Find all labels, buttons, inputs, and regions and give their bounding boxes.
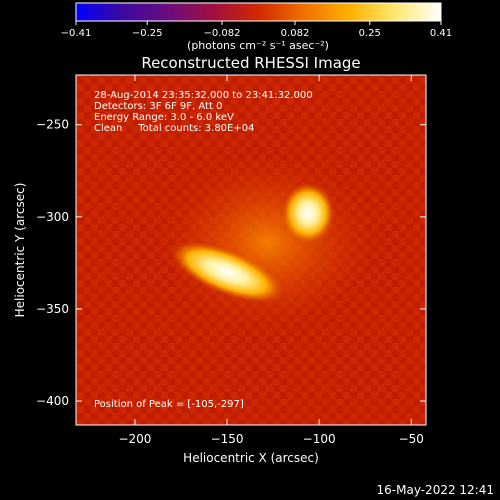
y-tick-label: −250 — [36, 118, 69, 132]
annotation-time-range: 28-Aug-2014 23:35:32.000 to 23:41:32.000 — [94, 90, 313, 101]
colorbar — [75, 2, 442, 22]
colorbar-tick-label: −0.41 — [61, 28, 92, 39]
chart-title: Reconstructed RHESSI Image — [141, 54, 360, 72]
x-tick-label: −100 — [303, 432, 336, 446]
annotation-clean-counts: Clean Total counts: 3.80E+04 — [94, 123, 254, 134]
plot-frame — [75, 74, 427, 426]
colorbar-ticks: −0.41 −0.25 −0.082 0.082 0.25 0.41 — [61, 21, 452, 39]
annotation-detectors: Detectors: 3F 6F 9F, Att 0 — [94, 101, 222, 112]
y-tick-label: −400 — [36, 394, 69, 408]
annotation-peak-position: Position of Peak = [-105,-297] — [94, 399, 244, 410]
annotation-energy-range: Energy Range: 3.0 - 6.0 keV — [94, 112, 234, 123]
x-tick-label: −200 — [118, 432, 151, 446]
x-tick-label: −50 — [399, 432, 424, 446]
colorbar-tick-label: 0.082 — [281, 28, 310, 39]
y-axis-label: Heliocentric Y (arcsec) — [13, 183, 27, 318]
colorbar-tick-label: 0.25 — [359, 28, 381, 39]
x-axis-label: Heliocentric X (arcsec) — [183, 451, 319, 465]
colorbar-tick-label: 0.41 — [430, 28, 452, 39]
colorbar-unit-label: (photons cm⁻² s⁻¹ asec⁻²) — [187, 39, 329, 52]
colorbar-tick-label: −0.082 — [203, 28, 240, 39]
elongated-source — [170, 241, 284, 303]
y-tick-label: −350 — [36, 302, 69, 316]
y-axis-ticks: −250 −300 −350 −400 — [36, 118, 426, 408]
colorbar-tick-label: −0.25 — [132, 28, 163, 39]
x-axis-ticks: −200 −150 −100 −50 — [118, 75, 424, 446]
y-tick-label: −300 — [36, 210, 69, 224]
x-tick-label: −150 — [211, 432, 244, 446]
plot-area — [76, 75, 426, 425]
peak-source — [282, 183, 335, 244]
footer-timestamp: 16-May-2022 12:41 — [377, 483, 494, 497]
emission-sources — [157, 152, 378, 333]
